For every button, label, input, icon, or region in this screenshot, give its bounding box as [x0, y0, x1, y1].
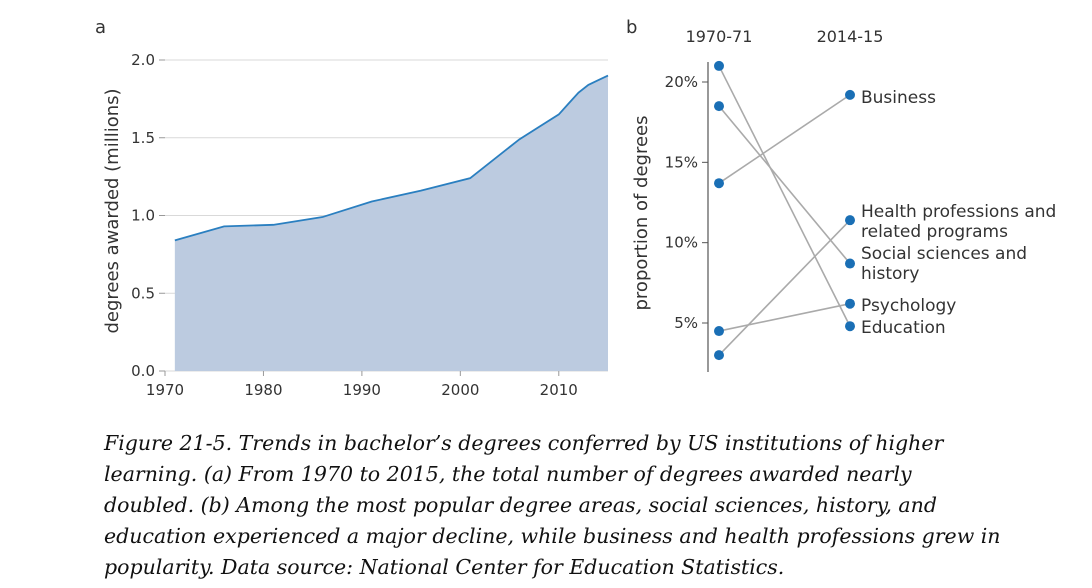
slope-line: [718, 94, 851, 184]
y-tick-label: 15%: [665, 153, 698, 171]
dot-end: [845, 89, 855, 100]
y-tick-label: 20%: [665, 73, 698, 91]
series-label: Business: [861, 88, 936, 108]
series-label-line: Education: [861, 318, 946, 338]
x-tick-label: 1970: [146, 381, 184, 399]
dot-end: [845, 215, 855, 226]
x-tick-label: 1990: [343, 381, 381, 399]
slope-line: [718, 302, 851, 332]
figure-caption: Figure 21-5. Trends in bachelor’s degree…: [104, 431, 1001, 579]
series-label: Education: [861, 318, 946, 338]
slope-line: [718, 105, 851, 265]
x-tick-label: 2000: [441, 381, 479, 399]
series-label-line: Psychology: [861, 296, 956, 316]
y-tick-label: 2.0: [131, 51, 155, 69]
dot-start: [714, 60, 724, 71]
dot-end: [845, 258, 855, 269]
dot-start: [714, 326, 724, 337]
series-label-line: Social sciences and: [861, 244, 1027, 264]
slope-line: [718, 65, 851, 327]
slope-line: [718, 219, 851, 356]
series-label-line: history: [861, 264, 919, 284]
panel-b-y-axis-title: proportion of degrees: [631, 115, 652, 310]
panel-a-area-chart: a degrees awarded (millions) 0.0 0.5 1.0 1.…: [95, 17, 609, 399]
series-label-line: related programs: [861, 222, 1008, 242]
x-tick-label: 2010: [540, 381, 578, 399]
dot-start: [714, 101, 724, 112]
series-label-line: Business: [861, 88, 936, 108]
dot-start: [714, 178, 724, 189]
dot-end: [845, 321, 855, 332]
series-line: [174, 74, 609, 242]
y-tick-label: 5%: [674, 314, 698, 332]
dot-end: [845, 298, 855, 309]
y-tick-label: 1.5: [131, 129, 155, 147]
y-tick-label: 0.5: [131, 284, 155, 302]
series-label-line: Health professions and: [861, 202, 1056, 222]
area-fill: [174, 75, 608, 372]
series-label: Social sciences and history: [861, 244, 1027, 284]
column-header-end: 2014-15: [817, 27, 884, 46]
y-tick-label: 0.0: [131, 362, 155, 380]
panel-b-label: b: [626, 17, 637, 38]
panel-a-y-axis-title: degrees awarded (millions): [102, 88, 123, 333]
x-tick-label: 1980: [244, 381, 282, 399]
y-tick-label: 10%: [665, 234, 698, 252]
y-tick-label: 1.0: [131, 207, 155, 225]
series-label: Psychology: [861, 296, 956, 316]
figure: a degrees awarded (millions) 0.0 0.5 1.0 1.…: [95, 17, 1056, 399]
series-label: Health professions and related programs: [861, 202, 1056, 242]
panel-b-slope-chart: b proportion of degrees 1970-71 2014-15 …: [626, 17, 1056, 372]
column-header-start: 1970-71: [686, 27, 753, 46]
panel-a-label: a: [95, 17, 106, 38]
dot-start: [714, 350, 724, 361]
